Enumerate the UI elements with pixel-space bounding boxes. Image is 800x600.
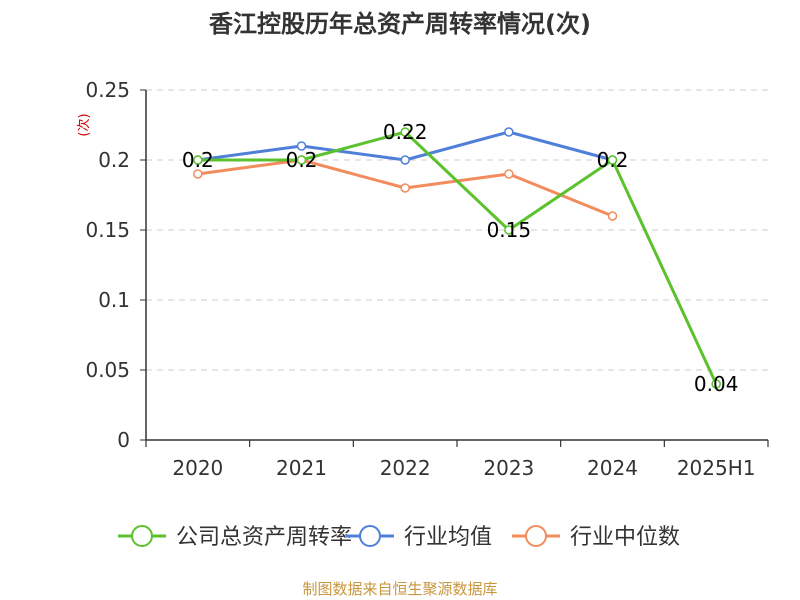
data-point: [400, 155, 410, 165]
x-tick-label: 2022: [380, 456, 431, 480]
x-tick-label: 2023: [483, 456, 534, 480]
axes: [140, 89, 769, 447]
legend-marker: [525, 525, 547, 547]
y-tick-label: 0.2: [98, 148, 130, 172]
x-tick-label: 2025H1: [677, 456, 756, 480]
data-point: [193, 169, 203, 179]
chart-title: 香江控股历年总资产周转率情况(次): [209, 10, 591, 38]
data-point: [193, 155, 203, 165]
data-label: 0.2: [286, 148, 318, 172]
x-tick-label: 2021: [276, 456, 327, 480]
series-line: [197, 130, 718, 385]
legend-item-1: 公司总资产周转率: [118, 525, 352, 550]
series-lines: [193, 127, 721, 389]
data-point: [504, 225, 514, 235]
legend-marker: [359, 525, 381, 547]
legend-label: 公司总资产周转率: [176, 525, 352, 550]
x-tick-labels: 2020 2021 2022 2023 2024 2025H1: [172, 456, 755, 480]
data-labels: 0.2 0.2 0.22 0.15 0.2 0.04: [182, 120, 739, 396]
y-tick-labels: 0 0.05 0.1 0.15 0.2 0.25: [85, 78, 130, 452]
data-point: [504, 169, 514, 179]
data-point: [607, 155, 618, 165]
y-tick-label: 0.25: [85, 78, 130, 102]
legend: 公司总资产周转率 行业均值 行业中位数: [118, 525, 680, 550]
y-tick-label: 0.1: [98, 288, 130, 312]
source-note: 制图数据来自恒生聚源数据库: [302, 580, 497, 598]
data-point: [296, 141, 307, 151]
data-point: [504, 127, 514, 137]
legend-item-3: 行业中位数: [512, 525, 680, 550]
data-label: 0.15: [487, 218, 532, 242]
grid-lines: [146, 89, 768, 371]
series-3: [193, 155, 618, 221]
x-tick-label: 2020: [172, 456, 223, 480]
data-point: [711, 379, 721, 389]
data-label: 0.2: [182, 148, 214, 172]
y-tick-label: 0.05: [85, 358, 130, 382]
data-point: [607, 211, 618, 221]
legend-marker: [131, 525, 153, 547]
data-label: 0.22: [383, 120, 428, 144]
legend-label: 行业均值: [404, 525, 492, 550]
y-tick-label: 0.15: [85, 218, 130, 242]
x-tick-label: 2024: [587, 456, 638, 480]
legend-item-2: 行业均值: [346, 525, 492, 550]
y-axis-label: (次): [76, 113, 92, 136]
data-label: 0.04: [694, 372, 739, 396]
y-tick-label: 0: [117, 428, 130, 452]
data-label: 0.2: [597, 148, 629, 172]
series-1: [193, 127, 721, 389]
data-point: [400, 183, 410, 193]
data-point: [296, 155, 307, 165]
legend-label: 行业中位数: [570, 525, 680, 550]
data-point: [400, 127, 410, 137]
